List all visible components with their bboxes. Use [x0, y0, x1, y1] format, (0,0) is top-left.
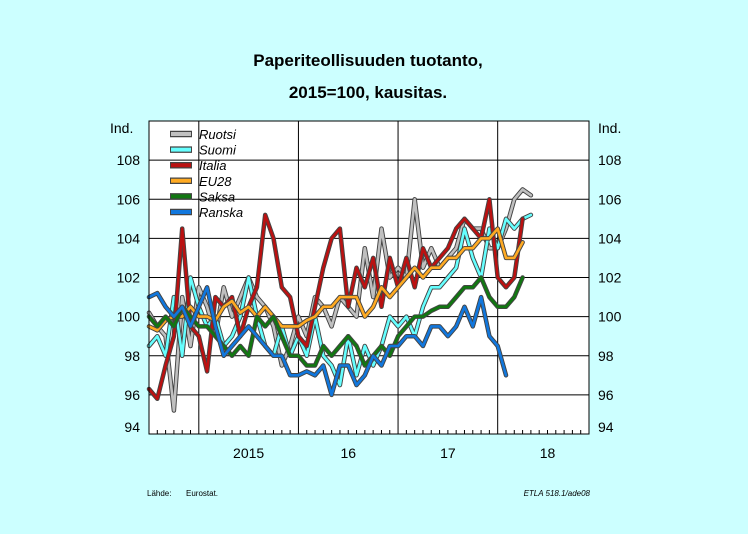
y-tick-label-left: 104: [117, 230, 141, 246]
footer-source-value: Eurostat.: [186, 489, 218, 498]
y-tick-label-left: 96: [124, 387, 140, 403]
legend-label-eu28: EU28: [199, 174, 232, 189]
y-tick-label-right: 94: [598, 419, 614, 435]
legend-label-suomi: Suomi: [199, 143, 237, 158]
y-tick-label-left: 108: [117, 152, 141, 168]
y-tick-label-right: 100: [598, 309, 622, 325]
y-tick-label-right: 108: [598, 152, 622, 168]
series-line-saksa: [147, 276, 524, 367]
x-tick-label: 2015: [233, 445, 264, 461]
y-tick-label-right: 98: [598, 348, 614, 364]
y-tick-label-left: 106: [117, 191, 141, 207]
x-tick-label: 16: [340, 445, 356, 461]
y-tick-label-left: 102: [117, 270, 141, 286]
footer-code: ETLA 518.1/ade08: [524, 489, 591, 498]
y-tick-label-right: 104: [598, 230, 622, 246]
y-tick-label-left: 98: [124, 348, 140, 364]
y-unit-left: Ind.: [110, 120, 133, 136]
y-unit-right: Ind.: [598, 120, 621, 136]
chart-title-line-2: 2015=100, kausitas.: [289, 83, 447, 102]
axis-layer: 94 94 96 96 98 98 100 100 102 102 104 104 106 106 108 1…: [117, 152, 622, 461]
legend-label-saksa: Saksa: [199, 189, 235, 204]
y-tick-label-right: 96: [598, 387, 614, 403]
x-tick-label: 18: [540, 445, 556, 461]
chart-title-line-1: Paperiteollisuuden tuotanto,: [253, 51, 483, 70]
y-tick-label-left: 100: [117, 309, 141, 325]
legend-label-ruotsi: Ruotsi: [199, 127, 237, 142]
y-tick-label-right: 106: [598, 191, 622, 207]
legend-label-italia: Italia: [199, 158, 226, 173]
series-line-eu28: [147, 227, 524, 332]
y-tick-label-right: 102: [598, 270, 622, 286]
footer-source-label: Lähde:: [147, 489, 171, 498]
series-line-ranska: [147, 285, 508, 397]
y-tick-label-left: 94: [124, 419, 140, 435]
legend-label-ranska: Ranska: [199, 205, 243, 220]
x-tick-label: 17: [440, 445, 456, 461]
series-layer: [146, 187, 534, 413]
plot-frame: [148, 120, 590, 435]
